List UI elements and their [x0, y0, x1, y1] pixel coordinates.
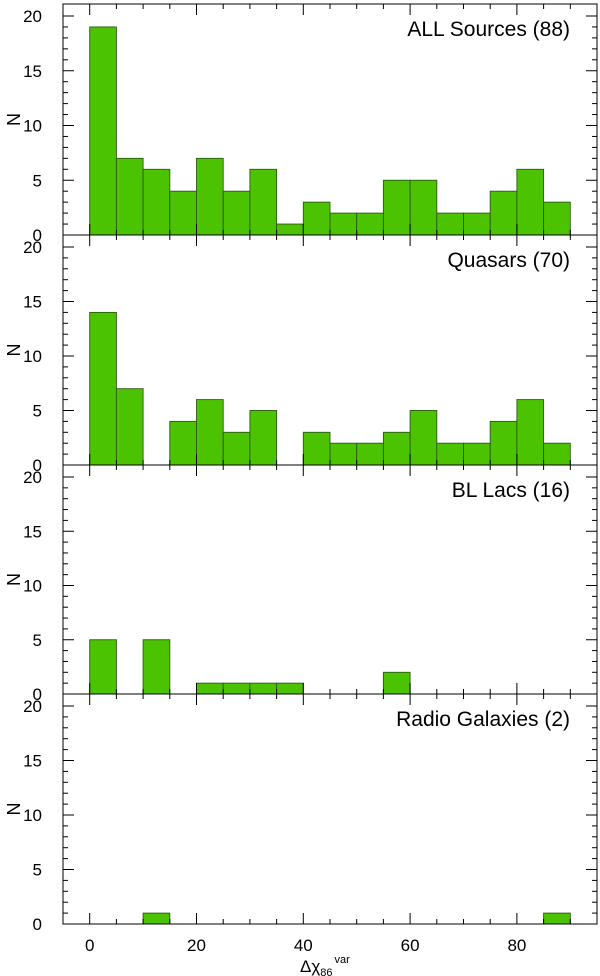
y-axis-label: N [4, 573, 24, 586]
y-axis-label: N [4, 803, 24, 816]
x-axis-label-subscript: 86 [320, 967, 332, 976]
y-axis-label: N [4, 344, 24, 357]
y-tick-label: 20 [23, 238, 42, 257]
histogram-panel-1: 0 5 10 15 20 ALL Sources (88) N [4, 3, 598, 245]
y-tick-label: 20 [23, 468, 42, 487]
histogram-bar [89, 311, 117, 466]
histogram-bar [249, 410, 278, 466]
y-tick-label: 10 [23, 347, 42, 366]
panel-title: Radio Galaxies (2) [396, 708, 570, 731]
y-tick-label: 15 [23, 62, 42, 81]
y-tick-label: 0 [33, 915, 42, 934]
histogram-bar [516, 399, 545, 466]
x-tick-label: 20 [187, 936, 206, 955]
histogram-bar [115, 388, 144, 466]
histogram-bar [463, 442, 491, 466]
y-tick-label: 15 [23, 293, 42, 312]
histogram-bar [196, 682, 224, 695]
histogram-bar [196, 157, 224, 236]
y-axis-label: N [4, 113, 24, 126]
histogram-bar [489, 420, 518, 466]
panel-title: BL Lacs (16) [452, 479, 570, 502]
histogram-panel-3: 0 5 10 15 20 BL Lacs (16) N [4, 464, 598, 704]
x-tick-label: 40 [294, 936, 313, 955]
histogram-bar [169, 190, 197, 236]
y-tick-label: 10 [23, 577, 42, 596]
histogram-bar [249, 682, 278, 695]
histogram-bar [329, 442, 358, 466]
histogram-bar [543, 912, 571, 925]
histogram-bar [409, 410, 438, 466]
panel-title: Quasars (70) [447, 249, 570, 272]
histogram-bar [436, 212, 464, 236]
histogram-bar [489, 190, 518, 236]
x-axis-label-superscript: var [335, 954, 351, 966]
histogram-bar [409, 179, 438, 236]
histogram-bar [382, 431, 411, 466]
histogram-bar [222, 431, 251, 466]
histogram-bar [276, 682, 304, 695]
histogram-bar [302, 431, 331, 466]
histogram-bar [356, 212, 384, 236]
histogram-bar [89, 639, 117, 695]
histogram-bar [356, 442, 384, 466]
histogram-bar [436, 442, 464, 466]
panel-title: ALL Sources (88) [407, 18, 570, 41]
histogram-bar [516, 168, 545, 236]
x-axis-label: Δχ86var [300, 954, 350, 976]
x-tick-label: 60 [401, 936, 420, 955]
histogram-bar [196, 399, 224, 466]
histogram-bar [543, 201, 571, 236]
histogram-bar [382, 671, 411, 695]
histogram-bar [142, 912, 171, 925]
y-tick-label: 20 [23, 7, 42, 26]
histogram-bar [463, 212, 491, 236]
histogram-bar [222, 190, 251, 236]
histogram-bar [249, 168, 278, 236]
histogram-bar [169, 420, 197, 466]
histogram-panel-4: 0 5 10 15 20 Radio Galaxies (2) N 0 20 40 60 80 Δχ86… [4, 693, 598, 976]
y-tick-label: 0 [33, 226, 42, 245]
histogram-bar [142, 168, 171, 236]
y-tick-label: 15 [23, 522, 42, 541]
histogram-bar [115, 157, 144, 236]
y-tick-label: 5 [33, 171, 42, 190]
y-tick-label: 15 [23, 752, 42, 771]
y-tick-label: 10 [23, 806, 42, 825]
y-tick-label: 5 [33, 402, 42, 421]
histogram-bar [89, 26, 117, 236]
histogram-bar [302, 201, 331, 236]
histogram-bar [142, 639, 171, 695]
y-tick-label: 5 [33, 631, 42, 650]
y-tick-label: 0 [33, 685, 42, 704]
x-tick-label: 0 [85, 936, 94, 955]
histogram-bar [382, 179, 411, 236]
histogram-panel-2: 0 5 10 15 20 Quasars (70) N [4, 234, 598, 475]
x-tick-label: 80 [507, 936, 526, 955]
histogram-bar [329, 212, 358, 236]
y-tick-label: 20 [23, 697, 42, 716]
y-tick-label: 0 [33, 456, 42, 475]
y-tick-label: 10 [23, 117, 42, 136]
histogram-bar [222, 682, 251, 695]
histogram-bar [543, 442, 571, 466]
histogram-bar [276, 223, 304, 236]
y-tick-label: 5 [33, 861, 42, 880]
